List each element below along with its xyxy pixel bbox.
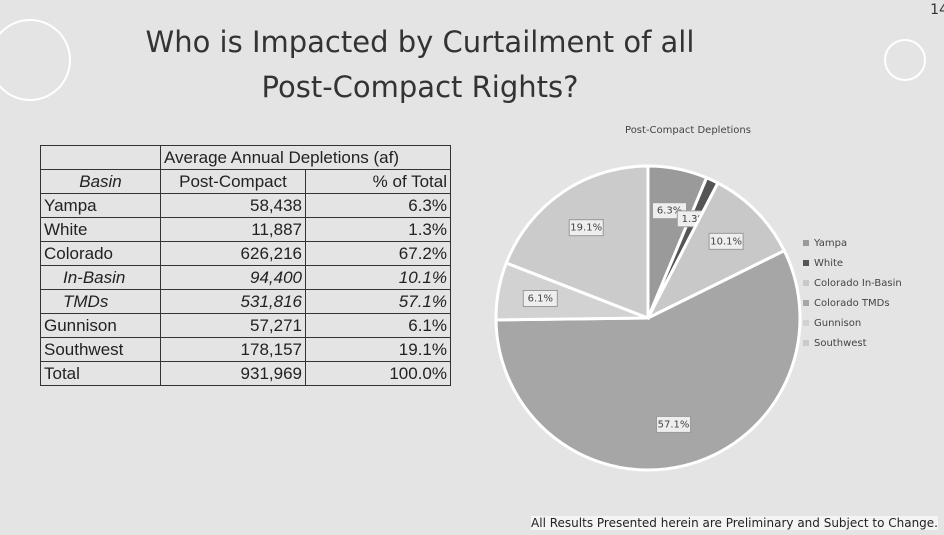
legend-swatch [803, 340, 809, 346]
cell: Southwest [41, 338, 161, 362]
cell: 531,816 [161, 290, 306, 314]
legend-swatch [803, 240, 809, 246]
cell: 58,438 [161, 194, 306, 218]
decor [885, 40, 925, 80]
cell: 67.2% [306, 242, 451, 266]
cell: 626,216 [161, 242, 306, 266]
cell: 931,969 [161, 362, 306, 386]
legend-swatch [803, 260, 809, 266]
data-label: 57.1% [658, 419, 690, 430]
cell: 94,400 [161, 266, 306, 290]
cell: 10.1% [306, 266, 451, 290]
legend-swatch [803, 300, 809, 306]
title: Who is Impacted by Curtailment of all [0, 25, 840, 59]
data-label: 6.1% [528, 294, 553, 305]
data-label: 10.1% [710, 236, 742, 247]
cell: 100.0% [306, 362, 451, 386]
legend-label: Yampa [813, 238, 847, 249]
cell: Basin [41, 170, 161, 194]
cell: Colorado [41, 242, 161, 266]
legend-label: Gunnison [814, 318, 861, 329]
cell: Average Annual Depletions (af) [161, 146, 451, 170]
cell: TMDs [41, 290, 161, 314]
legend-label: Southwest [814, 338, 867, 349]
cell: Post-Compact [161, 170, 306, 194]
cell: 19.1% [306, 338, 451, 362]
cell: In-Basin [41, 266, 161, 290]
cell: Gunnison [41, 314, 161, 338]
cell: % of Total [306, 170, 451, 194]
cell: 6.3% [306, 194, 451, 218]
legend-label: White [814, 258, 843, 269]
cell: Total [41, 362, 161, 386]
chart-title: Post-Compact Depletions [625, 125, 751, 136]
page-number: 14 [930, 2, 944, 18]
legend-swatch [803, 280, 809, 286]
cell: 57.1% [306, 290, 451, 314]
cell: White [41, 218, 161, 242]
cell: 178,157 [161, 338, 306, 362]
cell: 1.3% [306, 218, 451, 242]
cell: 57,271 [161, 314, 306, 338]
legend-label: Colorado In-Basin [814, 278, 902, 289]
data-label: 19.1% [570, 223, 602, 234]
footer: All Results Presented herein are Prelimi… [531, 516, 938, 530]
legend-label: Colorado TMDs [814, 298, 890, 309]
cell [41, 146, 161, 170]
cell: 6.1% [306, 314, 451, 338]
legend-swatch [803, 320, 809, 326]
cell: Yampa [41, 194, 161, 218]
cell: 11,887 [161, 218, 306, 242]
slide: Post-Compact Depletions 6.3%1.3%10.1%57.… [0, 0, 944, 535]
title: Post-Compact Rights? [0, 70, 840, 104]
